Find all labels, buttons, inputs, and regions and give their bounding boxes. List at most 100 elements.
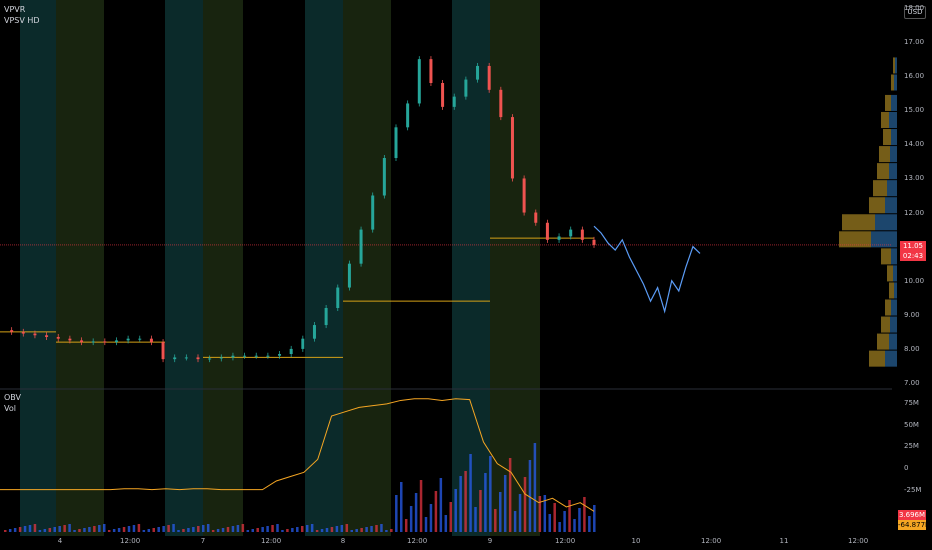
volume-bar [142, 530, 146, 532]
profile-bar-down [890, 146, 897, 163]
time-axis-label: 11 [779, 537, 789, 545]
candle-body [184, 357, 188, 359]
volume-bar [400, 482, 403, 532]
volume-bar [484, 473, 487, 532]
volume-bar [350, 530, 353, 532]
price-axis-label: 16.00 [904, 72, 925, 81]
candle-body [545, 222, 549, 240]
candle-body [312, 325, 316, 339]
profile-bar-down [885, 197, 897, 214]
volume-bar [211, 530, 215, 532]
volume-bar [182, 529, 185, 532]
currency-badge[interactable]: USD [904, 6, 926, 19]
candle-body [510, 117, 514, 179]
volume-bar [291, 528, 294, 532]
candle-body [45, 335, 49, 337]
volume-bar [558, 522, 561, 532]
volume-bar [58, 526, 61, 532]
profile-bar-up [891, 74, 894, 91]
volume-bar [68, 524, 71, 532]
obv-axis-label: 50M [904, 420, 919, 429]
session-poc-lines [0, 237, 594, 358]
profile-bar-down [891, 248, 897, 265]
volume-bar [13, 528, 17, 532]
volume-bar [98, 525, 101, 532]
price-axis-label: 13.00 [904, 174, 925, 183]
profile-bar-up [885, 299, 891, 316]
volume-bar [459, 476, 462, 532]
obv-tag: -64.877M [898, 520, 932, 530]
volume-bar [187, 528, 190, 532]
countdown-tag: 02:43 [900, 251, 926, 261]
price-axis-label: 12.00 [904, 208, 925, 217]
volume-bar [325, 528, 329, 532]
volume-bar [499, 492, 502, 532]
indicator-vol[interactable]: Vol [4, 404, 16, 413]
volume-bar [4, 530, 7, 532]
volume-bar [305, 525, 309, 532]
volume-bar [518, 494, 522, 532]
candle-body [219, 357, 223, 359]
volume-bar [33, 524, 37, 532]
time-axis-label: 8 [340, 537, 346, 545]
price-axis-label: 7.00 [904, 379, 920, 387]
indicator-obv[interactable]: OBV [4, 393, 22, 402]
volume-bar [588, 516, 591, 532]
volume-bar [261, 527, 264, 532]
volume-bar [320, 529, 324, 532]
profile-bar-up [889, 282, 894, 299]
volume-bar [157, 527, 160, 532]
time-axis-label: 12:00 [120, 537, 141, 545]
volume-bar [241, 524, 245, 532]
volume-bar [266, 526, 269, 532]
candle-body [580, 229, 584, 240]
volume-bar [583, 497, 586, 532]
candle-body [371, 195, 375, 230]
volume-bar [503, 475, 507, 532]
indicator-vpsv[interactable]: VPSV HD [4, 16, 40, 25]
indicator-vpvr[interactable]: VPVR [4, 5, 26, 14]
time-axis-label: 7 [200, 537, 206, 545]
candle-body [499, 89, 503, 118]
profile-bar-up [873, 180, 887, 197]
candle-body [208, 358, 212, 360]
profile-bar-down [889, 163, 897, 180]
obv-line [0, 398, 595, 512]
volume-bar [23, 526, 27, 532]
obv-axis-label: 75M [904, 399, 919, 408]
price-candles [10, 56, 596, 363]
volume-bar [28, 525, 32, 532]
volume-bar [117, 528, 121, 532]
profile-bar-down [891, 299, 897, 316]
profile-bar-down [891, 129, 897, 146]
volume-bar [93, 526, 96, 532]
time-axis-label: 9 [487, 537, 493, 545]
candle-body [231, 355, 235, 358]
profile-bar-up [877, 163, 889, 180]
volume-bar [414, 493, 418, 532]
profile-bar-up [877, 333, 889, 350]
volume-bar [231, 526, 235, 532]
candle-body [534, 212, 538, 223]
price-axis-label: 9.00 [904, 310, 920, 319]
profile-bar-up [885, 94, 891, 111]
volume-bar [286, 529, 289, 532]
volume-bar [429, 504, 433, 532]
volume-bar [137, 524, 141, 532]
volume-bar [370, 526, 373, 532]
candle-body [289, 348, 293, 355]
candle-body [149, 338, 153, 343]
profile-bar-up [881, 111, 889, 129]
volume-bar [568, 500, 571, 532]
volume-bar [409, 506, 413, 532]
volume-bar [43, 529, 47, 532]
volume-bar [533, 443, 537, 532]
volume-bar [53, 527, 56, 532]
candle-body [464, 79, 468, 97]
candle-body [80, 340, 84, 343]
price-axis-label: 14.00 [904, 140, 925, 149]
volume-bar [192, 527, 195, 532]
volume-bar [424, 517, 428, 532]
candle-body [138, 338, 142, 340]
